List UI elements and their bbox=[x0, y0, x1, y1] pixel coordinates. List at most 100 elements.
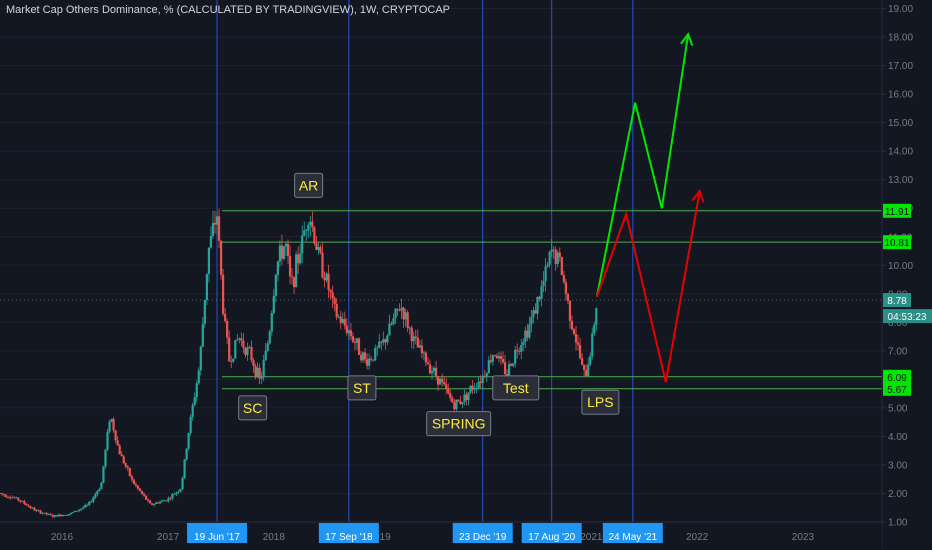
candle-body bbox=[274, 274, 277, 296]
candle-body bbox=[23, 501, 26, 504]
candle-body bbox=[390, 323, 393, 325]
candle-body bbox=[201, 323, 204, 347]
price-tick-label: 1.00 bbox=[888, 518, 908, 529]
candle-body bbox=[53, 515, 56, 517]
candle-body bbox=[505, 374, 509, 376]
candle-body bbox=[351, 336, 355, 342]
candle-body bbox=[280, 245, 284, 259]
candle-body bbox=[510, 364, 513, 366]
candle-body bbox=[345, 325, 348, 334]
date-marker-label: 17 Aug '20 bbox=[528, 532, 575, 543]
candle-body bbox=[512, 363, 515, 366]
candle-body bbox=[447, 388, 450, 394]
price-axis[interactable]: 1.002.003.004.005.006.007.008.009.0010.0… bbox=[881, 0, 932, 550]
candle-body bbox=[262, 360, 265, 378]
candle-body bbox=[424, 352, 428, 363]
candle-body bbox=[520, 344, 523, 352]
candle-body bbox=[380, 341, 383, 343]
candle-body bbox=[244, 347, 247, 355]
candle-body bbox=[439, 378, 442, 385]
annotation-box bbox=[238, 395, 268, 421]
candle-body bbox=[292, 277, 296, 288]
candle-body bbox=[497, 355, 501, 359]
candle-body bbox=[566, 293, 570, 301]
countdown-badge bbox=[883, 309, 932, 324]
candle-body bbox=[100, 482, 103, 490]
candle-body bbox=[197, 370, 200, 384]
candle-body bbox=[368, 358, 371, 366]
candle-body bbox=[309, 221, 312, 225]
candle-body bbox=[234, 340, 237, 359]
time-axis[interactable]: 2016 2017 2018 2019 2021 2022 2023 19 Jun '17 17… bbox=[0, 521, 882, 550]
candle-body bbox=[562, 275, 565, 282]
candle-body bbox=[434, 367, 438, 377]
time-tick-label: 2021 bbox=[580, 532, 603, 543]
candle-body bbox=[128, 467, 131, 477]
candle-body bbox=[394, 308, 397, 319]
candle-body bbox=[90, 501, 93, 503]
candle-body bbox=[254, 365, 257, 377]
candle-body bbox=[570, 320, 574, 330]
time-tick-label: 2019 bbox=[368, 532, 391, 543]
candle-body bbox=[408, 327, 411, 329]
candle-body bbox=[341, 319, 344, 323]
candle-body bbox=[386, 335, 389, 343]
candle-body bbox=[554, 249, 557, 265]
candle-body bbox=[481, 376, 484, 384]
candle-body bbox=[167, 498, 170, 502]
candle-body bbox=[112, 419, 115, 431]
candle-body bbox=[591, 333, 594, 357]
candle-body bbox=[493, 355, 496, 357]
candle-body bbox=[114, 430, 117, 441]
candle-body bbox=[2, 494, 6, 496]
candle-body bbox=[75, 510, 79, 512]
countdown-label: 04:53:23 bbox=[888, 312, 927, 323]
annotation-box bbox=[581, 389, 620, 415]
candle-body bbox=[585, 370, 588, 377]
candle-body bbox=[49, 514, 52, 516]
candle-body bbox=[126, 466, 129, 468]
candle-body bbox=[564, 281, 567, 294]
candle-body bbox=[13, 497, 16, 499]
candle-body bbox=[550, 249, 553, 252]
candle-body bbox=[315, 243, 318, 251]
green-projection-path bbox=[595, 34, 690, 297]
candle-body bbox=[560, 257, 563, 276]
candle-body bbox=[552, 249, 555, 251]
price-tick-label: 10.00 bbox=[888, 261, 913, 272]
candle-body bbox=[21, 501, 24, 503]
candle-body bbox=[171, 494, 174, 499]
candle-body bbox=[256, 367, 259, 377]
candle-body bbox=[503, 362, 507, 375]
candle-body bbox=[410, 327, 413, 342]
candle-body bbox=[278, 245, 281, 262]
candle-body bbox=[526, 330, 529, 338]
candle-body bbox=[199, 346, 202, 371]
candle-body bbox=[165, 500, 168, 502]
grid-lines bbox=[0, 8, 882, 523]
candle-body bbox=[457, 399, 460, 402]
green-projection-arrowhead bbox=[680, 32, 694, 46]
candle-body bbox=[485, 373, 488, 377]
projection-arrows bbox=[595, 32, 705, 383]
candle-body bbox=[363, 352, 367, 360]
candle-body bbox=[323, 277, 326, 281]
price-tick-label: 8.00 bbox=[888, 318, 908, 329]
candle-body bbox=[219, 240, 223, 275]
candle-body bbox=[495, 355, 499, 359]
candle-body bbox=[7, 497, 10, 498]
candle-body bbox=[355, 338, 359, 343]
candle-body bbox=[73, 510, 77, 513]
candle-body bbox=[337, 316, 340, 318]
level-price-label: 11.91 bbox=[885, 207, 910, 218]
price-tick-label: 13.00 bbox=[888, 175, 913, 186]
level-price-badge bbox=[883, 235, 911, 250]
candle-body bbox=[325, 273, 328, 281]
candle-body bbox=[392, 318, 395, 325]
candle-body bbox=[29, 506, 32, 509]
candle-body bbox=[228, 337, 231, 362]
candle-body bbox=[122, 456, 125, 464]
candle-body bbox=[568, 300, 572, 321]
current-price-badge bbox=[883, 293, 911, 308]
